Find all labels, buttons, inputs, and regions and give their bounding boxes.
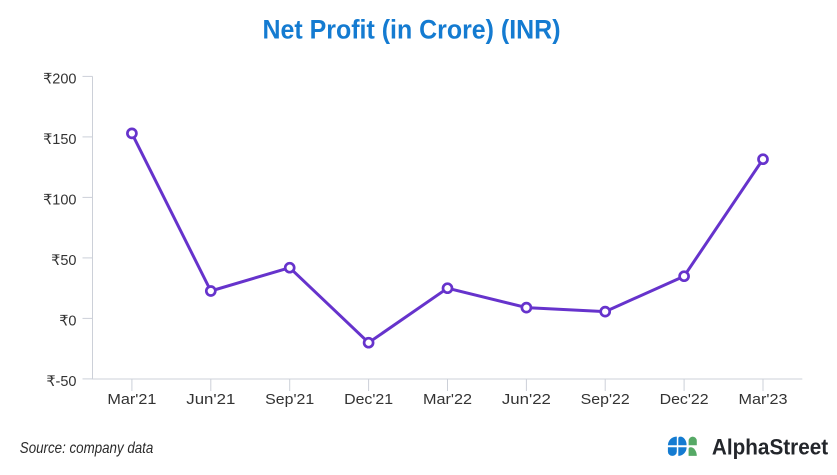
svg-text:Jun'21: Jun'21 xyxy=(186,391,235,408)
svg-text:Mar'23: Mar'23 xyxy=(739,391,788,408)
svg-text:₹-50: ₹-50 xyxy=(46,374,76,390)
svg-text:Dec'22: Dec'22 xyxy=(660,391,709,408)
svg-text:₹50: ₹50 xyxy=(51,253,76,269)
svg-text:Sep'21: Sep'21 xyxy=(265,391,314,408)
svg-text:₹0: ₹0 xyxy=(59,314,76,330)
svg-text:₹100: ₹100 xyxy=(43,193,76,209)
svg-text:Dec'21: Dec'21 xyxy=(344,391,393,408)
svg-text:AlphaStreet: AlphaStreet xyxy=(712,434,829,459)
svg-text:₹200: ₹200 xyxy=(43,72,76,88)
svg-text:Net Profit (in Crore) (INR): Net Profit (in Crore) (INR) xyxy=(263,15,561,45)
svg-text:Mar'22: Mar'22 xyxy=(423,391,472,408)
svg-text:₹150: ₹150 xyxy=(43,132,76,148)
svg-text:Jun'22: Jun'22 xyxy=(502,391,551,408)
svg-text:Mar'21: Mar'21 xyxy=(107,391,156,408)
svg-text:Source: company data: Source: company data xyxy=(20,440,154,457)
svg-text:Sep'22: Sep'22 xyxy=(581,391,630,408)
